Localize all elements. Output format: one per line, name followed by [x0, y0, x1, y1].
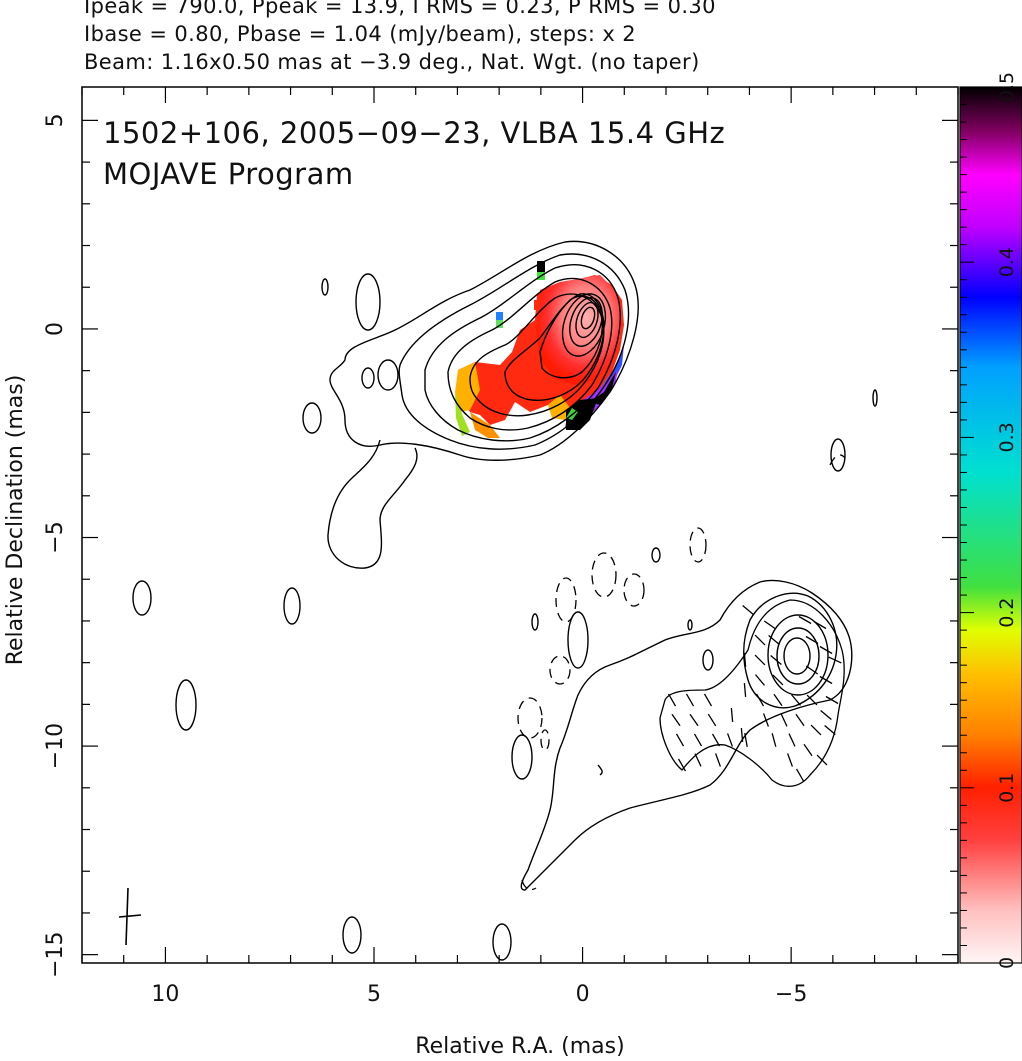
colorbar-tick-label: 0.5 [996, 72, 1018, 102]
x-tick-label: 5 [367, 982, 381, 1007]
colorbar-tick-label: 0.3 [996, 422, 1018, 452]
e-vector [693, 733, 703, 747]
x-tick-label: 0 [576, 982, 590, 1007]
e-vector [677, 758, 687, 772]
e-vector [819, 645, 833, 655]
y-tick-label: −10 [43, 723, 68, 769]
y-tick-label: 5 [43, 113, 68, 127]
e-vector [773, 693, 783, 707]
colorbar-tick-label: 0.2 [996, 597, 1018, 627]
e-vector [714, 753, 722, 767]
y-axis-label: Relative Declination (mas) [3, 375, 28, 666]
colorbar: 0 0.1 0.2 0.3 0.4 0.5 [959, 72, 1022, 969]
e-vector [780, 713, 788, 727]
e-vector [791, 694, 801, 706]
header-base-steps: Ibase = 0.80, Pbase = 1.04 (mJy/beam), s… [84, 22, 637, 46]
e-vector [762, 713, 770, 727]
e-vector [744, 732, 748, 748]
e-vector [820, 710, 832, 720]
e-vector [726, 733, 734, 747]
polarization-vectors [659, 599, 845, 787]
colorbar-gradient [960, 87, 1022, 963]
e-vector [795, 713, 805, 727]
program-label: MOJAVE Program [103, 157, 354, 191]
e-vector [671, 713, 681, 727]
e-vector [763, 620, 777, 630]
e-vector [754, 634, 766, 646]
e-vector [828, 656, 842, 664]
polarization-color-map [455, 261, 624, 438]
e-vector [730, 707, 734, 723]
e-vector [771, 733, 777, 747]
e-vector [754, 654, 766, 666]
e-vector [819, 675, 833, 685]
image-area [118, 240, 878, 961]
y-tick-label: −5 [43, 521, 68, 553]
e-vector [685, 693, 695, 707]
intensity-contours-jet [132, 389, 878, 961]
e-vector [786, 753, 794, 767]
e-vector [824, 725, 836, 735]
x-axis-label: Relative R.A. (mas) [415, 1034, 624, 1059]
source-title: 1502+106, 2005−09−23, VLBA 15.4 GHz [103, 116, 725, 150]
negative-contours [517, 454, 846, 891]
e-vector [768, 635, 780, 645]
e-vector [689, 713, 699, 727]
e-vector [755, 674, 765, 686]
e-vector [770, 655, 782, 665]
header-beam: Beam: 1.16x0.50 mas at −3.9 deg., Nat. W… [84, 50, 700, 74]
e-vector [798, 615, 812, 625]
header-peak-rms: Ipeak = 790.0, Ppeak = 13.9, I RMS = 0.2… [84, 0, 716, 18]
x-tick-label: −5 [775, 982, 807, 1007]
e-vector [803, 743, 813, 757]
beam-cross [118, 887, 142, 946]
e-vector [810, 724, 822, 736]
e-vector [772, 674, 784, 686]
e-vector [755, 693, 765, 707]
y-tick-label: −15 [43, 931, 68, 977]
e-vector [667, 693, 677, 707]
x-tick-label: 10 [151, 982, 179, 1007]
axes: 10 5 0 −5 5 0 −5 −10 −15 [43, 87, 959, 1007]
colorbar-tick-label: 0.1 [996, 773, 1018, 803]
e-vector [805, 635, 819, 645]
e-vector [813, 620, 827, 630]
e-vector [707, 713, 717, 727]
plot-frame [81, 86, 959, 964]
e-vector [711, 733, 721, 747]
colorbar-tick-label: 0.4 [996, 247, 1018, 277]
y-tick-label: 0 [43, 322, 68, 336]
e-vector [743, 682, 747, 698]
e-vector [742, 605, 754, 615]
e-vector [825, 695, 839, 705]
e-vector [703, 693, 713, 707]
e-vector [806, 694, 818, 706]
e-vector [795, 768, 805, 782]
intensity-contours-core [302, 240, 639, 569]
e-vector [788, 733, 796, 747]
e-vector [740, 727, 744, 743]
e-vector [805, 665, 819, 675]
polarized-flux-contour [659, 599, 845, 787]
colorbar-tick-label: 0 [996, 957, 1018, 969]
e-vector [675, 733, 685, 747]
